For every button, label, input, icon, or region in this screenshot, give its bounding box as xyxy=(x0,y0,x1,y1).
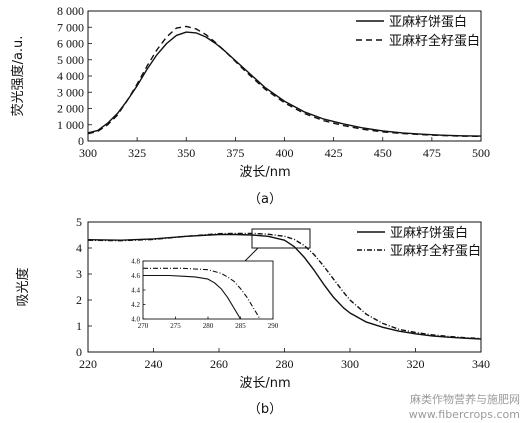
x-tick-label: 375 xyxy=(226,146,244,160)
x-tick-label: 400 xyxy=(276,146,294,160)
y-tick-label: 4.2 xyxy=(131,301,140,309)
panel-b-legend-label-1: 亚麻籽饼蛋白 xyxy=(390,225,468,241)
y-tick-label: 4.6 xyxy=(131,272,140,280)
y-tick-label: 6 000 xyxy=(57,37,84,51)
series-line-1 xyxy=(143,274,241,320)
x-tick-label: 285 xyxy=(235,322,246,330)
panel-a-legend-label-1: 亚麻籽饼蛋白 xyxy=(389,14,467,30)
y-tick-label: 0 xyxy=(78,134,84,148)
panel-b-y-axis-label: 吸光度 xyxy=(15,267,31,306)
x-tick-label: 275 xyxy=(170,322,181,330)
panel-b-series xyxy=(87,232,482,340)
y-tick-label: 2 000 xyxy=(57,102,84,116)
x-tick-label: 260 xyxy=(210,357,228,371)
x-tick-label: 220 xyxy=(79,357,97,371)
watermark: 麻类作物营养与施肥网 www.fibercrops.com xyxy=(409,392,520,421)
y-tick-label: 3 xyxy=(76,267,82,281)
x-tick-label: 475 xyxy=(423,146,441,160)
y-tick-label: 3 000 xyxy=(57,85,84,99)
x-tick-label: 300 xyxy=(341,357,359,371)
panel-b-caption: （b） xyxy=(248,402,282,417)
panel-a-x-ticks: 300 325 350 375 400 425 450 475 500 xyxy=(79,137,490,160)
x-tick-label: 300 xyxy=(79,146,97,160)
series-line-1 xyxy=(87,233,482,340)
panel-a-y-ticks: 0 1 000 2 000 3 000 4 000 5 000 6 000 7 000 8 00… xyxy=(57,4,92,148)
x-tick-label: 450 xyxy=(374,146,392,160)
y-tick-label: 1 000 xyxy=(57,118,84,132)
x-tick-label: 350 xyxy=(177,146,195,160)
panel-a-series xyxy=(87,25,482,138)
panel-a-legend: 亚麻籽饼蛋白 亚麻籽全籽蛋白 xyxy=(356,14,480,49)
inset-y-ticks: 4.0 4.2 4.4 4.6 4.8 xyxy=(131,257,146,323)
x-tick-label: 240 xyxy=(145,357,163,371)
y-tick-label: 2 xyxy=(76,293,82,307)
panel-b-x-axis-label: 波长/nm xyxy=(239,376,290,391)
panel-a-caption: （a） xyxy=(248,192,282,207)
y-tick-label: 7 000 xyxy=(57,20,84,34)
series-line-2 xyxy=(143,267,261,320)
panel-b-legend: 亚麻籽饼蛋白 亚麻籽全籽蛋白 xyxy=(357,225,481,259)
y-tick-label: 4 xyxy=(76,241,82,255)
watermark-line-1: 麻类作物营养与施肥网 xyxy=(410,392,520,406)
inset-x-ticks: 270 275 280 285 290 xyxy=(138,316,279,330)
series-line-2 xyxy=(87,232,482,340)
panel-a-plot-frame xyxy=(87,10,482,142)
inset-frame xyxy=(142,260,274,320)
y-tick-label: 4.0 xyxy=(131,315,140,323)
watermark-line-2: www.fibercrops.com xyxy=(409,408,520,421)
panel-b-y-ticks: 0 1 2 3 4 5 xyxy=(76,215,92,359)
y-tick-label: 8 000 xyxy=(57,4,84,18)
x-tick-label: 280 xyxy=(276,357,294,371)
x-tick-label: 340 xyxy=(472,357,490,371)
x-tick-label: 500 xyxy=(472,146,490,160)
y-tick-label: 4.8 xyxy=(131,257,140,265)
y-tick-label: 5 000 xyxy=(57,53,84,67)
y-tick-label: 5 xyxy=(76,215,82,229)
x-tick-label: 425 xyxy=(325,146,343,160)
panel-b-x-ticks: 220 240 260 280 300 320 340 xyxy=(79,348,490,371)
inset-series xyxy=(143,267,261,320)
panel-a-x-axis-label: 波长/nm xyxy=(239,165,290,180)
inset-chart: 4.0 4.2 4.4 4.6 4.8 270 275 280 285 290 xyxy=(131,257,279,330)
panel-a-legend-label-2: 亚麻籽全籽蛋白 xyxy=(389,33,480,49)
x-tick-label: 290 xyxy=(268,322,279,330)
y-tick-label: 4.4 xyxy=(131,286,140,294)
x-tick-label: 325 xyxy=(128,146,146,160)
panel-a: 0 1 000 2 000 3 000 4 000 5 000 6 000 7 000 8 00… xyxy=(10,4,490,207)
panel-a-y-axis-label: 荧光强度/a.u. xyxy=(10,36,26,117)
x-tick-label: 270 xyxy=(138,322,149,330)
zoom-region-box xyxy=(251,228,311,249)
y-tick-label: 4 000 xyxy=(57,69,84,83)
y-tick-label: 0 xyxy=(76,345,82,359)
y-tick-label: 1 xyxy=(76,319,82,333)
x-tick-label: 320 xyxy=(407,357,425,371)
panel-b-legend-label-2: 亚麻籽全籽蛋白 xyxy=(390,243,481,259)
x-tick-label: 280 xyxy=(203,322,214,330)
